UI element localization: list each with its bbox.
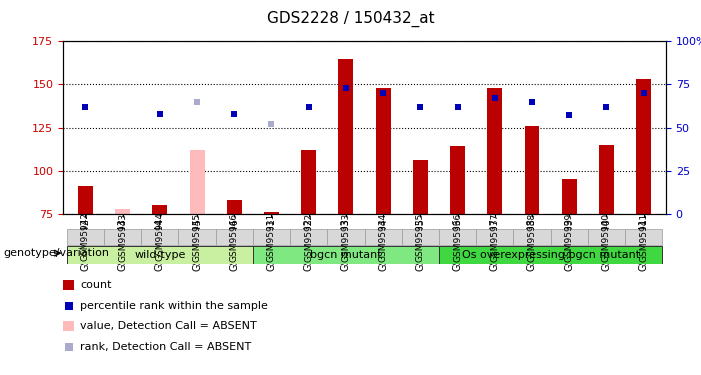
Bar bbox=[327, 229, 365, 245]
Bar bbox=[115, 209, 130, 214]
Text: wild-type: wild-type bbox=[134, 250, 186, 260]
Text: GSM95943: GSM95943 bbox=[118, 212, 127, 261]
Text: GSM95932: GSM95932 bbox=[304, 212, 313, 261]
Text: GSM95942: GSM95942 bbox=[81, 213, 90, 261]
Text: rank, Detection Call = ABSENT: rank, Detection Call = ABSENT bbox=[80, 342, 251, 352]
Text: GDS2228 / 150432_at: GDS2228 / 150432_at bbox=[266, 11, 435, 27]
Bar bbox=[487, 88, 502, 214]
Bar bbox=[439, 229, 476, 245]
Text: GSM95935: GSM95935 bbox=[416, 212, 425, 262]
Bar bbox=[450, 147, 465, 214]
Bar bbox=[637, 79, 651, 214]
Text: GSM95936: GSM95936 bbox=[453, 212, 462, 262]
Bar bbox=[413, 160, 428, 214]
Bar bbox=[599, 145, 614, 214]
Text: GSM95940: GSM95940 bbox=[602, 212, 611, 261]
Text: GSM95938: GSM95938 bbox=[527, 212, 536, 262]
Bar bbox=[376, 88, 390, 214]
Text: GSM95946: GSM95946 bbox=[230, 212, 239, 261]
Bar bbox=[550, 229, 588, 245]
Bar bbox=[588, 229, 625, 245]
Text: genotype/variation: genotype/variation bbox=[4, 248, 109, 258]
Bar bbox=[216, 229, 253, 245]
Bar bbox=[524, 126, 540, 214]
Text: value, Detection Call = ABSENT: value, Detection Call = ABSENT bbox=[80, 321, 257, 331]
Bar bbox=[104, 229, 141, 245]
Text: GSM95931: GSM95931 bbox=[267, 212, 276, 262]
Bar bbox=[189, 150, 205, 214]
Text: count: count bbox=[80, 280, 111, 290]
Bar bbox=[78, 186, 93, 214]
Bar bbox=[625, 229, 662, 245]
Bar bbox=[63, 280, 74, 290]
Bar bbox=[562, 179, 577, 214]
Bar bbox=[264, 212, 279, 214]
Bar bbox=[402, 229, 439, 245]
Bar bbox=[365, 229, 402, 245]
Bar bbox=[290, 229, 327, 245]
Bar bbox=[253, 229, 290, 245]
Bar bbox=[513, 229, 550, 245]
Text: GSM95944: GSM95944 bbox=[156, 213, 164, 261]
Text: percentile rank within the sample: percentile rank within the sample bbox=[80, 301, 268, 310]
Bar bbox=[63, 321, 74, 331]
Text: bgcn mutant: bgcn mutant bbox=[310, 250, 382, 260]
Text: GSM95937: GSM95937 bbox=[490, 212, 499, 262]
Bar bbox=[476, 229, 513, 245]
Text: GSM95939: GSM95939 bbox=[565, 212, 573, 262]
Bar bbox=[141, 229, 179, 245]
Bar bbox=[439, 246, 662, 264]
Text: GSM95933: GSM95933 bbox=[341, 212, 350, 262]
Bar bbox=[179, 229, 216, 245]
Text: GSM95945: GSM95945 bbox=[193, 212, 202, 261]
Bar bbox=[67, 246, 253, 264]
Bar bbox=[253, 246, 439, 264]
Bar bbox=[227, 200, 242, 214]
Bar bbox=[67, 229, 104, 245]
Text: GSM95941: GSM95941 bbox=[639, 212, 648, 261]
Bar bbox=[152, 205, 168, 214]
Text: GSM95934: GSM95934 bbox=[379, 212, 388, 261]
Bar bbox=[301, 150, 316, 214]
Text: Os overexpressing bgcn mutant: Os overexpressing bgcn mutant bbox=[461, 250, 639, 260]
Bar bbox=[339, 58, 353, 214]
